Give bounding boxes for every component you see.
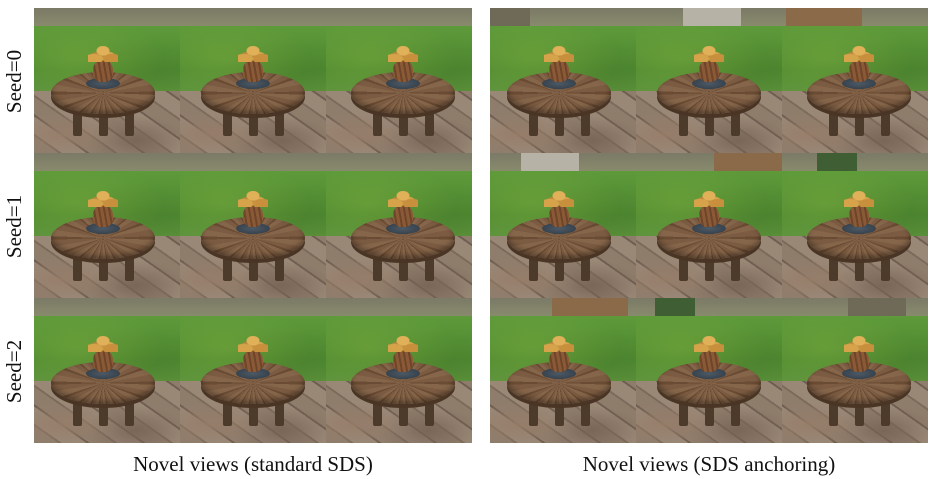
render-view-r1-c2 bbox=[782, 153, 928, 298]
render-view-r2-c0 bbox=[34, 298, 180, 443]
render-view-r1-c1 bbox=[180, 153, 326, 298]
render-view-r0-c1 bbox=[636, 8, 782, 153]
render-view-r2-c0 bbox=[490, 298, 636, 443]
render-view-r0-c0 bbox=[34, 8, 180, 153]
render-view-r1-c0 bbox=[490, 153, 636, 298]
render-view-r0-c2 bbox=[326, 8, 472, 153]
render-view-r0-c2 bbox=[782, 8, 928, 153]
row-label-seed-2: Seed=2 bbox=[2, 339, 27, 403]
caption-standard-sds: Novel views (standard SDS) bbox=[133, 452, 373, 476]
row-label-seed-0: Seed=0 bbox=[2, 49, 27, 113]
render-view-r0-c0 bbox=[490, 8, 636, 153]
render-view-r2-c2 bbox=[782, 298, 928, 443]
render-view-r2-c2 bbox=[326, 298, 472, 443]
render-view-r0-c1 bbox=[180, 8, 326, 153]
render-view-r1-c0 bbox=[34, 153, 180, 298]
standard-sds-grid bbox=[34, 8, 472, 444]
row-label-seed-1: Seed=1 bbox=[2, 194, 27, 258]
render-view-r2-c1 bbox=[180, 298, 326, 443]
render-view-r2-c1 bbox=[636, 298, 782, 443]
render-view-r1-c2 bbox=[326, 153, 472, 298]
caption-sds-anchoring: Novel views (SDS anchoring) bbox=[582, 452, 836, 476]
render-view-r1-c1 bbox=[636, 153, 782, 298]
sds-anchoring-grid bbox=[490, 8, 928, 444]
